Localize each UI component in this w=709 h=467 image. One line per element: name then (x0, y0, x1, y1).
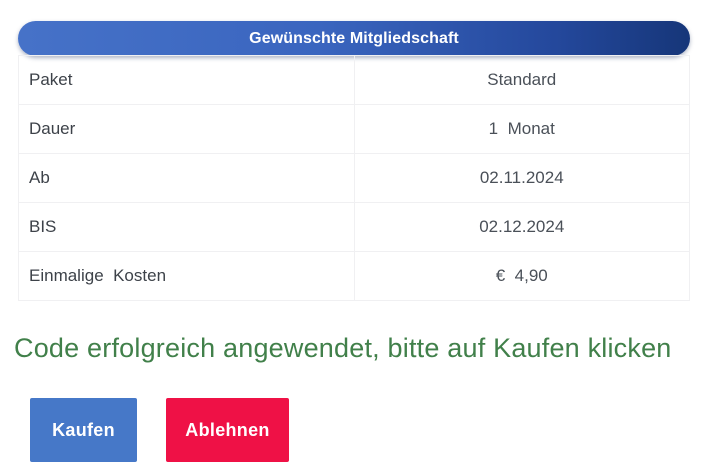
row-value-ab: 02.11.2024 (353, 153, 690, 203)
membership-header-banner: Gewünschte Mitgliedschaft (18, 21, 690, 56)
row-value-bis: 02.12.2024 (353, 202, 690, 252)
table-row: Ab 02.11.2024 (18, 153, 690, 203)
row-label-kosten: Einmalige Kosten (18, 251, 355, 301)
decline-button[interactable]: Ablehnen (166, 398, 289, 462)
row-label-bis: BIS (18, 202, 355, 252)
table-row: BIS 02.12.2024 (18, 202, 690, 252)
membership-header-title: Gewünschte Mitgliedschaft (249, 29, 459, 47)
row-label-ab: Ab (18, 153, 355, 203)
row-value-dauer: 1 Monat (353, 104, 690, 154)
action-buttons: Kaufen Ablehnen (30, 398, 289, 462)
row-label-paket: Paket (18, 55, 355, 105)
membership-details-table: Paket Standard Dauer 1 Monat Ab 02.11.20… (18, 55, 690, 301)
row-value-kosten: € 4,90 (353, 251, 690, 301)
buy-button[interactable]: Kaufen (30, 398, 137, 462)
row-label-dauer: Dauer (18, 104, 355, 154)
code-applied-success-message: Code erfolgreich angewendet, bitte auf K… (14, 333, 672, 363)
table-row: Dauer 1 Monat (18, 104, 690, 154)
row-value-paket: Standard (353, 55, 690, 105)
table-row: Einmalige Kosten € 4,90 (18, 251, 690, 301)
table-row: Paket Standard (18, 55, 690, 105)
